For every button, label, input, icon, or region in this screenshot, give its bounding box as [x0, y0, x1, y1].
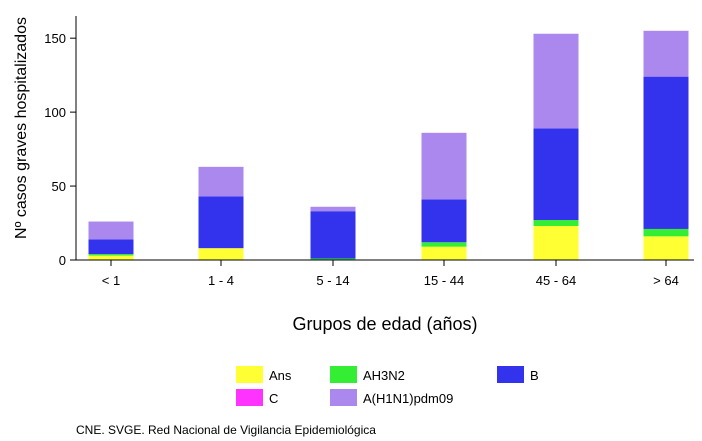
legend-swatch-1 — [330, 366, 357, 383]
bar-0-series-3 — [88, 239, 134, 255]
y-axis-label: Nº casos graves hospitalizados — [13, 17, 30, 239]
y-tick-label: 0 — [59, 253, 66, 268]
bar-5-series-4 — [643, 30, 689, 77]
bar-5-series-0 — [643, 236, 689, 260]
x-tick-label: 15 - 44 — [424, 273, 464, 288]
x-axis-label: Grupos de edad (años) — [292, 314, 477, 334]
bar-2-series-3 — [310, 211, 356, 259]
bar-1-series-4 — [198, 166, 244, 197]
legend-swatch-0 — [236, 366, 263, 383]
bar-1-series-0 — [198, 248, 244, 260]
legend-swatch-4 — [330, 389, 357, 406]
source-note: CNE. SVGE. Red Nacional de Vigilancia Ep… — [76, 423, 376, 437]
bar-3-series-4 — [421, 132, 467, 200]
y-tick-label: 150 — [44, 31, 66, 46]
bar-3-series-3 — [421, 199, 467, 243]
x-tick-label: > 64 — [653, 273, 679, 288]
bar-5-series-1 — [643, 228, 689, 237]
legend-label-2: B — [530, 368, 539, 383]
bar-5-series-3 — [643, 76, 689, 229]
legend-label-4: A(H1N1)pdm09 — [363, 391, 453, 406]
bar-2-series-1 — [310, 258, 356, 260]
y-tick-label: 100 — [44, 105, 66, 120]
legend-label-3: C — [269, 391, 278, 406]
bar-2-series-4 — [310, 206, 356, 212]
bar-4-series-4 — [533, 33, 579, 129]
legend: Ans AH3N2 B C A(H1N1)pdm09 — [236, 366, 539, 406]
bar-0-series-4 — [88, 221, 134, 240]
bar-0-series-1 — [88, 254, 134, 256]
bar-0-series-0 — [88, 255, 134, 260]
bar-3-series-1 — [421, 242, 467, 247]
x-tick-label: 5 - 14 — [316, 273, 349, 288]
axes-group: 0 50 100 150 < 1 1 - 4 5 - 14 15 - 44 45 - 64 > 6… — [44, 16, 694, 288]
x-tick-label: < 1 — [102, 273, 120, 288]
bar-1-series-3 — [198, 196, 244, 249]
bars-group — [88, 30, 689, 260]
x-tick-label: 1 - 4 — [208, 273, 234, 288]
legend-swatch-2 — [497, 366, 524, 383]
bar-4-series-0 — [533, 225, 579, 260]
bar-4-series-1 — [533, 220, 579, 226]
bar-4-series-3 — [533, 128, 579, 221]
legend-label-0: Ans — [269, 368, 292, 383]
legend-swatch-3 — [236, 389, 263, 406]
y-tick-label: 50 — [52, 179, 66, 194]
x-tick-label: 45 - 64 — [536, 273, 576, 288]
bar-3-series-0 — [421, 246, 467, 260]
legend-label-1: AH3N2 — [363, 368, 405, 383]
